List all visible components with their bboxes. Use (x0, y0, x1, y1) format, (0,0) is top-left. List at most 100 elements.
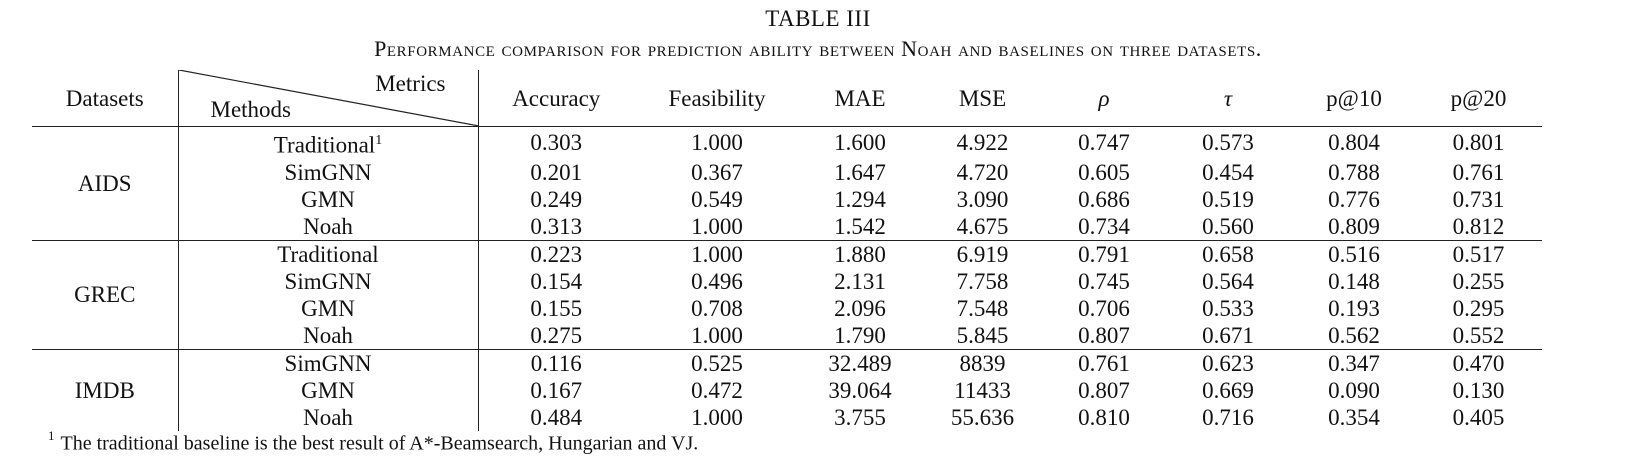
value-cell: 3.090 (956, 186, 1009, 212)
value-cell: 2.096 (834, 295, 886, 321)
value-cell: 0.484 (530, 404, 583, 430)
table-row: Noah 0.313 1.000 1.542 4.675 0.734 0.560 0.809 0… (32, 212, 1542, 241)
method-cell: GMN (177, 376, 479, 404)
method-name: Traditional (273, 132, 376, 158)
value-cell: 0.573 (1202, 130, 1254, 156)
table-row: Noah 0.484 1.000 3.755 55.636 0.810 0.716 0.354… (32, 403, 1542, 431)
dataset-cell: AIDS (77, 170, 132, 196)
value-cell: 0.809 (1328, 213, 1380, 239)
value-cell: 0.201 (530, 159, 583, 185)
header-col-feasibility: Feasibility (668, 85, 766, 111)
value-cell: 0.776 (1328, 186, 1380, 212)
value-cell: 55.636 (950, 404, 1015, 430)
value-cell: 0.517 (1452, 241, 1505, 267)
value-cell: 0.313 (530, 213, 583, 239)
value-cell: 2.131 (834, 268, 886, 294)
header-col-p20: p@20 (1450, 85, 1507, 111)
dataset-group: IMDB SimGNN 0.116 0.525 32.489 8839 0.761 0.623… (32, 349, 1542, 431)
value-cell: 0.671 (1202, 322, 1254, 348)
value-cell: 0.148 (1328, 268, 1380, 294)
dataset-cell: GREC (74, 282, 136, 308)
value-cell: 0.167 (530, 377, 583, 403)
method-name: Traditional (277, 241, 379, 267)
header-col-rho: ρ (1098, 85, 1110, 111)
value-cell: 0.560 (1202, 213, 1254, 239)
value-cell: 0.255 (1452, 268, 1505, 294)
table-row: GREC Traditional 0.223 1.000 1.880 6.919 0.791… (32, 240, 1542, 307)
dataset-group: AIDS Traditional1 0.303 1.000 1.600 4.922 0.74… (32, 126, 1542, 241)
value-cell: 0.533 (1202, 295, 1254, 321)
value-cell: 1.647 (834, 159, 886, 185)
method-cell: Noah (177, 321, 479, 350)
table-row: SimGNN 0.201 0.367 1.647 4.720 0.605 0.454 0.78… (32, 158, 1542, 186)
value-cell: 1.000 (691, 322, 743, 348)
value-cell: 5.845 (956, 322, 1009, 348)
value-cell: 0.791 (1078, 241, 1130, 267)
table-row: GMN 0.155 0.708 2.096 7.548 0.706 0.533 0.193 0.… (32, 294, 1542, 322)
diagonal-divider (178, 70, 479, 126)
value-cell: 1.000 (691, 213, 743, 239)
method-name: GMN (301, 295, 355, 321)
header-row: Datasets Metrics Methods Accuracy Feasib… (32, 70, 1542, 127)
results-table: Datasets Metrics Methods Accuracy Feasib… (32, 70, 1542, 431)
table-row: SimGNN 0.154 0.496 2.131 7.758 0.745 0.564 0.14… (32, 267, 1542, 295)
header-diagonal-cell: Metrics Methods (177, 70, 479, 127)
table-row: GMN 0.249 0.549 1.294 3.090 0.686 0.519 0.776 0.… (32, 185, 1542, 213)
value-cell: 7.758 (956, 268, 1009, 294)
value-cell: 0.734 (1078, 213, 1130, 239)
dataset-cell: IMDB (74, 377, 135, 403)
value-cell: 1.000 (691, 404, 743, 430)
table-row: AIDS Traditional1 0.303 1.000 1.600 4.922 0.74… (32, 126, 1542, 196)
value-cell: 0.706 (1078, 295, 1130, 321)
value-cell: 0.801 (1452, 130, 1505, 156)
value-cell: 0.552 (1452, 322, 1505, 348)
method-cell: GMN (177, 185, 479, 213)
method-name: SimGNN (284, 350, 372, 376)
header-datasets: Datasets (65, 85, 144, 111)
method-name: SimGNN (284, 268, 372, 294)
value-cell: 0.804 (1328, 130, 1380, 156)
method-cell: GMN (177, 294, 479, 322)
table-footnote: 1 The traditional baseline is the best re… (48, 428, 699, 456)
footnote-text: The traditional baseline is the best res… (60, 432, 699, 455)
method-cell: Noah (177, 212, 479, 241)
value-cell: 1.294 (834, 186, 886, 212)
value-cell: 0.470 (1452, 350, 1505, 376)
footnote-mark: 1 (48, 428, 55, 443)
table-row: IMDB SimGNN 0.116 0.525 32.489 8839 0.761 0.623… (32, 349, 1542, 403)
value-cell: 1.000 (691, 130, 743, 156)
value-cell: 0.812 (1452, 213, 1505, 239)
dataset-group: GREC Traditional 0.223 1.000 1.880 6.919 0.791… (32, 240, 1542, 350)
value-cell: 0.116 (530, 350, 582, 376)
value-cell: 0.716 (1202, 404, 1254, 430)
value-cell: 1.542 (834, 213, 886, 239)
value-cell: 0.295 (1452, 295, 1505, 321)
value-cell: 0.155 (530, 295, 583, 321)
value-cell: 0.623 (1202, 350, 1254, 376)
value-cell: 0.549 (691, 186, 743, 212)
value-cell: 0.090 (1328, 377, 1380, 403)
value-cell: 4.922 (956, 130, 1009, 156)
table-row: GMN 0.167 0.472 39.064 11433 0.807 0.669 0.090 0… (32, 376, 1542, 404)
method-cell: Noah (177, 403, 479, 431)
header-col-tau: τ (1223, 85, 1233, 111)
value-cell: 0.761 (1078, 350, 1130, 376)
value-cell: 0.193 (1328, 295, 1380, 321)
header-col-mse: MSE (958, 85, 1007, 111)
value-cell: 1.880 (834, 241, 886, 267)
value-cell: 0.354 (1328, 404, 1380, 430)
value-cell: 0.496 (691, 268, 743, 294)
method-cell: Traditional (177, 240, 479, 268)
value-cell: 0.761 (1452, 159, 1505, 185)
value-cell: 0.745 (1078, 268, 1130, 294)
footnote-ref: 1 (375, 133, 383, 148)
header-col-accuracy: Accuracy (512, 85, 601, 111)
value-cell: 0.788 (1328, 159, 1380, 185)
method-cell: SimGNN (177, 267, 479, 295)
method-cell: SimGNN (177, 349, 479, 377)
value-cell: 1.000 (691, 241, 743, 267)
method-name: SimGNN (284, 159, 372, 185)
value-cell: 32.489 (828, 350, 892, 376)
method-cell: Traditional1 (177, 126, 479, 159)
value-cell: 0.562 (1328, 322, 1380, 348)
